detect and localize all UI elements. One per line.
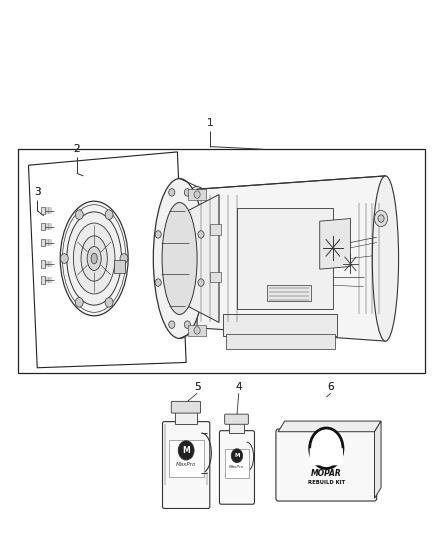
Text: MaxPro: MaxPro xyxy=(176,462,196,467)
FancyBboxPatch shape xyxy=(276,429,377,501)
Text: 1: 1 xyxy=(207,118,214,127)
Ellipse shape xyxy=(120,254,128,263)
Bar xyxy=(41,223,45,230)
Circle shape xyxy=(169,189,175,196)
Bar xyxy=(41,239,45,246)
Ellipse shape xyxy=(153,179,206,338)
Polygon shape xyxy=(320,219,350,269)
Ellipse shape xyxy=(67,212,122,305)
Circle shape xyxy=(155,279,161,286)
Text: 2: 2 xyxy=(73,144,80,154)
Bar xyxy=(41,207,45,214)
Polygon shape xyxy=(188,195,219,322)
Text: 6: 6 xyxy=(327,382,334,392)
Ellipse shape xyxy=(63,205,126,312)
Bar xyxy=(41,260,45,268)
Ellipse shape xyxy=(105,210,113,220)
Bar xyxy=(169,440,204,477)
Bar xyxy=(237,208,333,309)
Text: 6: 6 xyxy=(327,382,334,392)
Text: 3: 3 xyxy=(34,187,41,197)
Text: M: M xyxy=(182,446,190,455)
Ellipse shape xyxy=(175,187,219,330)
Circle shape xyxy=(155,231,161,238)
Polygon shape xyxy=(310,448,343,465)
Bar xyxy=(18,149,425,373)
FancyBboxPatch shape xyxy=(225,414,248,424)
Text: 5: 5 xyxy=(194,382,201,392)
Polygon shape xyxy=(28,152,186,368)
Circle shape xyxy=(198,279,204,286)
Ellipse shape xyxy=(75,210,83,220)
Text: MaxPro: MaxPro xyxy=(230,465,244,470)
Circle shape xyxy=(184,321,191,328)
Circle shape xyxy=(178,441,194,460)
Ellipse shape xyxy=(74,223,115,294)
Bar xyxy=(225,449,249,478)
Polygon shape xyxy=(197,176,385,341)
Text: 1: 1 xyxy=(207,118,214,127)
Circle shape xyxy=(184,189,191,196)
Ellipse shape xyxy=(162,203,197,314)
Bar xyxy=(210,272,221,282)
Bar xyxy=(41,276,45,284)
FancyBboxPatch shape xyxy=(162,422,210,508)
Circle shape xyxy=(194,327,200,334)
Text: 4: 4 xyxy=(235,382,242,392)
Bar xyxy=(226,334,335,349)
Bar xyxy=(114,260,125,273)
FancyBboxPatch shape xyxy=(171,401,201,413)
Text: 2: 2 xyxy=(73,144,80,154)
Ellipse shape xyxy=(105,297,113,307)
Ellipse shape xyxy=(60,201,128,316)
Text: 5: 5 xyxy=(194,382,201,392)
Circle shape xyxy=(374,211,388,227)
Circle shape xyxy=(310,428,343,469)
Bar xyxy=(188,325,206,336)
Bar xyxy=(175,412,197,424)
Ellipse shape xyxy=(60,254,68,263)
Ellipse shape xyxy=(87,246,101,271)
Bar xyxy=(210,224,221,235)
Circle shape xyxy=(169,321,175,328)
Text: M: M xyxy=(234,453,240,458)
Circle shape xyxy=(194,191,200,198)
Circle shape xyxy=(198,231,204,238)
FancyBboxPatch shape xyxy=(219,431,254,504)
Circle shape xyxy=(231,449,243,463)
Bar xyxy=(188,189,206,200)
Bar xyxy=(267,285,311,301)
Text: 3: 3 xyxy=(34,187,41,197)
Text: 4: 4 xyxy=(235,382,242,392)
Circle shape xyxy=(315,435,337,462)
Ellipse shape xyxy=(91,253,97,264)
Bar xyxy=(229,423,244,433)
Ellipse shape xyxy=(372,176,399,341)
Ellipse shape xyxy=(75,297,83,307)
Text: MOPAR: MOPAR xyxy=(311,470,342,478)
Circle shape xyxy=(378,215,384,222)
Polygon shape xyxy=(278,421,381,432)
Text: REBUILD KIT: REBUILD KIT xyxy=(308,480,345,485)
Bar xyxy=(223,314,337,336)
Ellipse shape xyxy=(81,236,107,281)
Polygon shape xyxy=(374,421,381,498)
